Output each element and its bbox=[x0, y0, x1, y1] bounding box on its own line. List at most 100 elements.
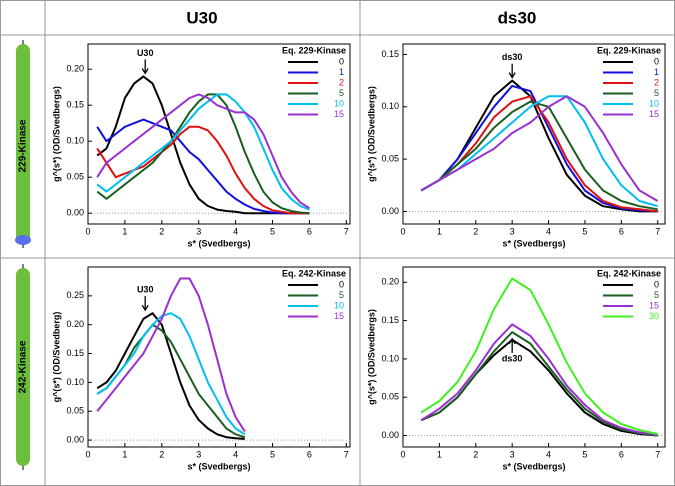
y-tick-label: 0.10 bbox=[66, 377, 84, 387]
legend-label: 2 bbox=[654, 77, 659, 87]
x-tick-label: 0 bbox=[85, 226, 90, 236]
x-axis-label: s* (Svedbergs) bbox=[502, 238, 565, 248]
x-tick-label: 5 bbox=[270, 226, 275, 236]
legend-label: 5 bbox=[339, 290, 344, 300]
x-tick-label: 2 bbox=[473, 449, 478, 459]
x-tick-label: 3 bbox=[196, 226, 201, 236]
protein-bar bbox=[16, 268, 30, 466]
y-tick-label: 0.15 bbox=[66, 348, 84, 358]
x-tick-label: 7 bbox=[344, 226, 349, 236]
legend-label: 30 bbox=[649, 311, 659, 321]
y-axis-label: g^(s*) (OD/Svedbergs) bbox=[51, 86, 61, 182]
x-tick-label: 2 bbox=[159, 226, 164, 236]
y-tick-label: 0.15 bbox=[66, 100, 84, 110]
series-line bbox=[420, 331, 658, 437]
series-line bbox=[96, 118, 310, 215]
legend-title: Eq. 229-Kinase bbox=[282, 45, 346, 55]
row-header: 242-Kinase bbox=[18, 340, 29, 393]
legend-title: Eq. 242-Kinase bbox=[282, 268, 346, 278]
legend-label: 15 bbox=[334, 109, 344, 119]
y-tick-label: 0.25 bbox=[66, 290, 84, 300]
y-tick-label: 0.10 bbox=[381, 101, 399, 111]
legend-label: 5 bbox=[339, 88, 344, 98]
x-tick-label: 6 bbox=[619, 449, 624, 459]
legend-label: 10 bbox=[334, 98, 344, 108]
x-tick-label: 7 bbox=[655, 226, 660, 236]
x-tick-label: 7 bbox=[655, 449, 660, 459]
legend-label: 5 bbox=[654, 290, 659, 300]
legend-label: 15 bbox=[334, 311, 344, 321]
y-axis-label: g^(s*) (OD/Svedberg) bbox=[51, 312, 61, 403]
y-axis-label: g^(s*) (OD/Svedbergs) bbox=[366, 309, 376, 405]
legend-label: 0 bbox=[339, 56, 344, 66]
x-tick-label: 4 bbox=[233, 226, 238, 236]
x-tick-label: 0 bbox=[400, 226, 405, 236]
x-tick-label: 7 bbox=[344, 449, 349, 459]
legend-label: 15 bbox=[649, 109, 659, 119]
x-tick-label: 0 bbox=[400, 449, 405, 459]
x-tick-label: 4 bbox=[546, 449, 551, 459]
legend-label: 1 bbox=[654, 67, 659, 77]
y-tick-label: 0.00 bbox=[66, 208, 84, 218]
y-tick-label: 0.20 bbox=[66, 319, 84, 329]
legend-label: 2 bbox=[339, 77, 344, 87]
y-tick-label: 0.15 bbox=[381, 315, 399, 325]
x-tick-label: 5 bbox=[270, 449, 275, 459]
x-tick-label: 5 bbox=[582, 449, 587, 459]
y-tick-label: 0.10 bbox=[66, 136, 84, 146]
legend-label: 0 bbox=[339, 279, 344, 289]
x-axis-label: s* (Svedbergs) bbox=[502, 461, 565, 471]
legend-label: 10 bbox=[649, 98, 659, 108]
x-axis-label: s* (Svedbergs) bbox=[187, 238, 250, 248]
series-line bbox=[96, 93, 310, 210]
y-tick-label: 0.05 bbox=[381, 392, 399, 402]
annotation-text: ds30 bbox=[502, 52, 523, 62]
annotation-arrowhead bbox=[508, 337, 516, 345]
annotation-arrowhead bbox=[508, 72, 516, 79]
protein-bar bbox=[16, 44, 30, 244]
series-line bbox=[420, 323, 658, 436]
annotation-arrowhead bbox=[141, 68, 149, 75]
legend-label: 5 bbox=[654, 88, 659, 98]
series-line bbox=[96, 277, 246, 432]
x-tick-label: 1 bbox=[437, 226, 442, 236]
x-tick-label: 2 bbox=[159, 449, 164, 459]
y-axis-label: g^(s*) (OD/Svedbergs) bbox=[366, 86, 376, 182]
annotation-text: ds30 bbox=[502, 353, 523, 363]
x-tick-label: 1 bbox=[122, 449, 127, 459]
x-tick-label: 6 bbox=[307, 226, 312, 236]
x-tick-label: 6 bbox=[307, 449, 312, 459]
y-tick-label: 0.20 bbox=[66, 64, 84, 74]
plot-frame bbox=[87, 43, 351, 225]
x-tick-label: 4 bbox=[233, 449, 238, 459]
row-header: 229-Kinase bbox=[18, 119, 29, 172]
x-tick-label: 3 bbox=[510, 226, 515, 236]
annotation-text: U30 bbox=[137, 285, 154, 295]
x-tick-label: 1 bbox=[122, 226, 127, 236]
series-line bbox=[96, 312, 245, 440]
y-tick-label: 0.00 bbox=[381, 430, 399, 440]
plot-frame bbox=[402, 266, 666, 448]
x-tick-label: 0 bbox=[85, 449, 90, 459]
x-tick-label: 3 bbox=[510, 449, 515, 459]
x-tick-label: 1 bbox=[437, 449, 442, 459]
series-line bbox=[96, 93, 310, 215]
plot-frame bbox=[87, 266, 351, 448]
legend-label: 15 bbox=[649, 300, 659, 310]
y-tick-label: 0.00 bbox=[381, 206, 399, 216]
annotation-text: U30 bbox=[137, 48, 154, 58]
y-tick-label: 0.10 bbox=[381, 353, 399, 363]
series-line bbox=[96, 93, 310, 211]
x-tick-label: 5 bbox=[582, 226, 587, 236]
plot-frame bbox=[402, 43, 666, 225]
x-tick-label: 4 bbox=[546, 226, 551, 236]
y-tick-label: 0.05 bbox=[66, 406, 84, 416]
y-tick-label: 0.15 bbox=[381, 49, 399, 59]
column-header: U30 bbox=[186, 8, 217, 27]
y-tick-label: 0.00 bbox=[66, 434, 84, 444]
y-tick-label: 0.20 bbox=[381, 277, 399, 287]
legend-label: 0 bbox=[654, 279, 659, 289]
series-line bbox=[420, 95, 659, 202]
legend-label: 1 bbox=[339, 67, 344, 77]
